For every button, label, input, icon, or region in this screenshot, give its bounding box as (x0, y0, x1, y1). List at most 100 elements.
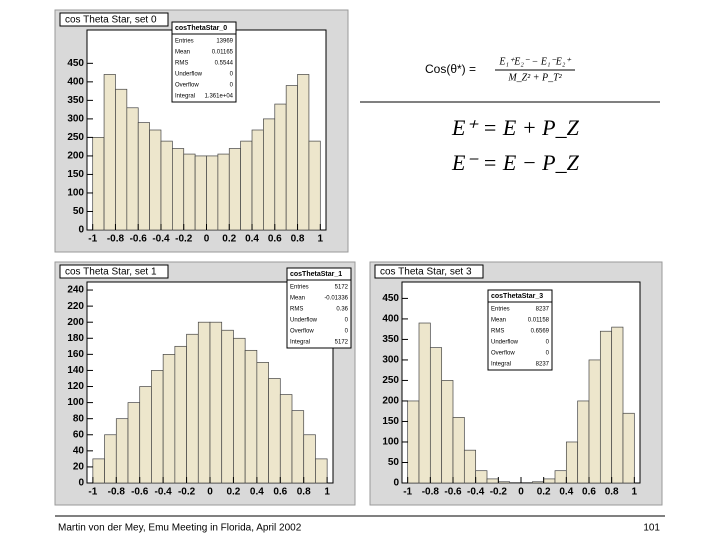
stats-value: 0 (546, 340, 550, 346)
bar (263, 118, 276, 231)
bar (127, 402, 141, 484)
stats-label: Mean (290, 296, 305, 302)
x-tick-label: 0.2 (226, 487, 240, 498)
chart-title: cos Theta Star, set 3 (380, 267, 472, 278)
x-tick-label: -0.4 (467, 487, 485, 498)
y-tick-label: 40 (73, 445, 85, 456)
stats-box (171, 21, 237, 103)
bar (463, 449, 477, 484)
bar (126, 107, 139, 231)
x-tick-label: -1 (88, 234, 97, 245)
stats-value: 13969 (216, 39, 233, 45)
x-tick-label: 0.4 (250, 487, 264, 498)
stats-name: cosThetaStar_1 (290, 271, 342, 278)
stats-label: Entries (175, 39, 194, 45)
y-tick-label: 450 (67, 58, 84, 69)
bar (452, 417, 465, 484)
bar (240, 140, 253, 231)
bar (186, 333, 199, 484)
y-tick-label: 100 (67, 188, 84, 199)
y-tick-label: 200 (382, 396, 399, 407)
bar (268, 378, 281, 484)
stats-label: Entries (491, 307, 510, 313)
bar (174, 345, 187, 484)
x-tick-label: 0.6 (582, 487, 596, 498)
x-tick-label: 0.8 (605, 487, 619, 498)
bar (244, 349, 258, 484)
y-tick-label: 350 (67, 95, 84, 106)
stats-value: 0.36 (336, 307, 348, 313)
bar (599, 330, 613, 484)
y-tick-label: 150 (382, 416, 399, 427)
stats-label: Overflow (491, 351, 515, 357)
x-tick-label: -0.4 (155, 487, 173, 498)
chart-title: cos Theta Star, set 1 (65, 267, 157, 278)
x-tick-label: -0.8 (107, 234, 125, 245)
bar (308, 140, 321, 231)
stats-value: 0 (345, 329, 349, 335)
y-tick-label: 400 (382, 314, 399, 325)
bar (429, 347, 443, 484)
x-tick-label: 0 (204, 234, 210, 245)
stats-label: RMS (290, 307, 303, 313)
bar (194, 155, 207, 231)
y-tick-label: 240 (67, 285, 84, 296)
stats-value: 0.5544 (215, 61, 234, 67)
y-tick-label: 140 (67, 365, 84, 376)
x-tick-label: -0.2 (175, 234, 193, 245)
stats-label: Overflow (175, 83, 199, 89)
stats-value: 0 (546, 351, 550, 357)
y-tick-label: 80 (73, 413, 85, 424)
x-tick-label: 0.2 (537, 487, 551, 498)
stats-value: 0 (345, 318, 349, 324)
stats-label: Integral (491, 362, 511, 368)
x-tick-label: -0.8 (108, 487, 126, 498)
bar (115, 418, 129, 484)
bar (151, 370, 164, 484)
stats-value: 0.6569 (531, 329, 550, 335)
bar (588, 359, 601, 484)
formula-label: Cos(θ*) = (425, 62, 476, 76)
y-tick-label: 0 (78, 478, 84, 489)
bar (209, 321, 223, 484)
stats-label: Underflow (290, 318, 318, 324)
bar (92, 458, 105, 484)
stats-label: RMS (491, 329, 504, 335)
bar (285, 85, 298, 231)
y-tick-label: 200 (67, 151, 84, 162)
x-tick-label: 1 (318, 234, 324, 245)
formula-numerator: E₁⁺E₂⁻ − E₁⁻E₂⁺ (498, 56, 571, 67)
title-box (374, 264, 484, 279)
x-tick-label: 0 (207, 487, 213, 498)
y-tick-label: 0 (78, 225, 84, 236)
equation: E⁺ = E + P_Z (451, 115, 580, 140)
stats-value: 0.01165 (212, 50, 234, 56)
stats-name: cosThetaStar_3 (491, 293, 543, 300)
footer-text: Martin von der Mey, Emu Meeting in Flori… (58, 523, 302, 534)
stats-label: Mean (175, 50, 190, 56)
bar (303, 434, 316, 484)
y-tick-label: 160 (67, 349, 84, 360)
bar (115, 88, 128, 231)
stats-value: -0.01336 (324, 296, 348, 302)
bar (407, 400, 420, 484)
y-tick-label: 150 (67, 169, 84, 180)
x-tick-label: 1 (632, 487, 638, 498)
stats-label: Integral (290, 340, 310, 346)
stats-label: Underflow (491, 340, 519, 346)
bar (475, 470, 488, 484)
title-box (59, 264, 169, 279)
bar (206, 155, 219, 231)
bar (622, 412, 635, 484)
bar (160, 140, 173, 231)
bar (251, 129, 264, 231)
bar (543, 478, 556, 484)
x-tick-label: 0.4 (559, 487, 573, 498)
x-tick-label: 0.8 (291, 234, 305, 245)
bar (197, 321, 211, 484)
bar (497, 481, 511, 484)
stats-label: Mean (491, 318, 506, 324)
x-tick-label: -0.6 (444, 487, 462, 498)
bar (103, 74, 116, 231)
